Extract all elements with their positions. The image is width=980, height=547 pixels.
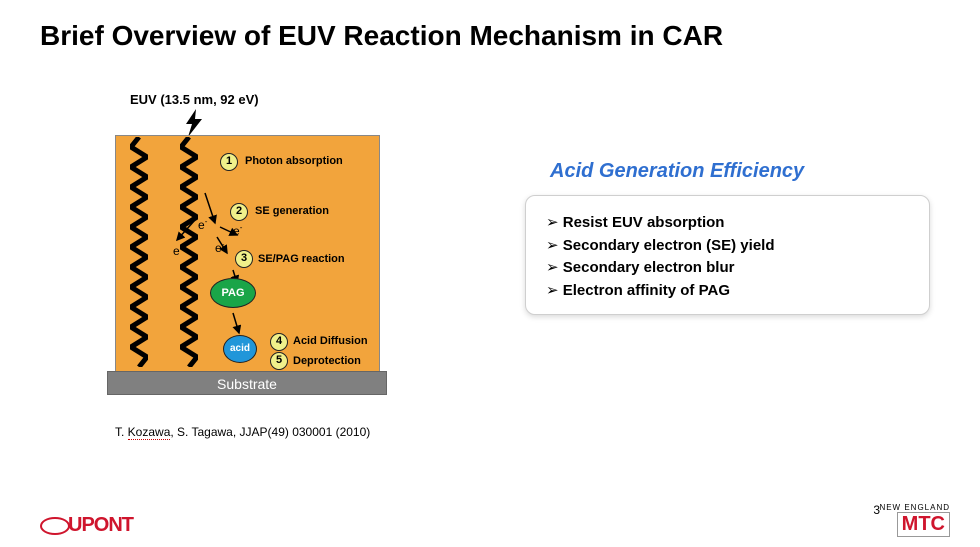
euv-label: EUV (13.5 nm, 92 eV) — [130, 92, 259, 107]
lightning-icon — [183, 109, 205, 137]
list-item: Secondary electron blur — [546, 257, 909, 280]
dupont-logo: UPONT — [40, 514, 133, 537]
step-badge-4: 4 — [270, 333, 288, 351]
dupont-text: UPONT — [68, 514, 133, 537]
step-badge-3: 3 — [235, 250, 253, 268]
electron-label: e- — [198, 217, 207, 232]
substrate-bar: Substrate — [107, 371, 387, 395]
citation-author: Kozawa — [128, 425, 171, 440]
electron-label: e- — [173, 243, 182, 258]
electron-label: e- — [233, 223, 242, 238]
step-label-1: Photon absorption — [245, 155, 343, 167]
efficiency-box: Resist EUV absorption Secondary electron… — [525, 195, 930, 315]
mechanism-diagram: EUV (13.5 nm, 92 eV) 1 Photon absorption 2… — [115, 95, 390, 395]
citation-prefix: T. — [115, 425, 128, 439]
acid-circle: acid — [223, 335, 257, 363]
mtc-logo: NEW ENGLAND MTC — [879, 503, 950, 537]
step-badge-2: 2 — [230, 203, 248, 221]
polymer-chain-2 — [180, 137, 198, 367]
list-item: Secondary electron (SE) yield — [546, 235, 909, 258]
mtc-text: MTC — [902, 513, 945, 535]
dupont-oval-icon — [40, 517, 70, 535]
electron-label: e- — [215, 240, 224, 255]
citation-rest: , S. Tagawa, JJAP(49) 030001 (2010) — [170, 425, 370, 439]
step-label-3: SE/PAG reaction — [258, 253, 345, 265]
list-item: Resist EUV absorption — [546, 212, 909, 235]
step-badge-1: 1 — [220, 153, 238, 171]
citation: T. Kozawa, S. Tagawa, JJAP(49) 030001 (2… — [115, 425, 370, 439]
mtc-subtitle: NEW ENGLAND — [879, 503, 950, 512]
step-label-4: Acid Diffusion — [293, 335, 368, 347]
step-label-5: Deprotection — [293, 355, 361, 367]
slide-title: Brief Overview of EUV Reaction Mechanism… — [40, 20, 723, 52]
right-title: Acid Generation Efficiency — [550, 160, 804, 183]
pag-ellipse: PAG — [210, 278, 256, 308]
list-item: Electron affinity of PAG — [546, 280, 909, 303]
step-badge-5: 5 — [270, 352, 288, 370]
step-label-2: SE generation — [255, 205, 329, 217]
polymer-chain-1 — [130, 137, 148, 367]
